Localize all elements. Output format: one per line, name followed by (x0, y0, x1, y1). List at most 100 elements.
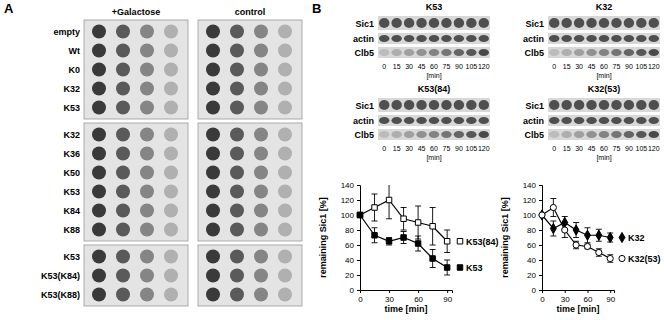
marker (607, 232, 613, 242)
blot-band (649, 117, 659, 124)
strain-label: K88 (63, 225, 80, 235)
spot (116, 82, 130, 96)
blot-row-label: Sic1 (525, 19, 544, 29)
blot-row-label: actin (353, 34, 374, 44)
tick: 0 (358, 290, 363, 304)
time-label: 45 (588, 63, 596, 70)
error-bar (386, 238, 392, 246)
marker (430, 256, 435, 261)
time-label: 0 (382, 145, 386, 152)
blot-band (624, 117, 634, 124)
legend-label: K53(84) (466, 237, 499, 247)
series-line (360, 200, 447, 241)
axis-line (539, 186, 543, 291)
blot-band (599, 35, 609, 42)
marker (357, 212, 362, 217)
blot-strip (378, 33, 490, 44)
spot (254, 147, 268, 161)
blot-band (404, 117, 414, 124)
spot (116, 128, 130, 142)
x-axis-title: time [min] (384, 304, 427, 314)
blot-band (624, 18, 634, 28)
blot-row-label: actin (523, 34, 544, 44)
tick-mark (357, 260, 360, 261)
spot (230, 288, 244, 302)
error-bar (607, 233, 613, 242)
blot-band (429, 49, 439, 56)
spot (164, 269, 178, 283)
marker (386, 239, 391, 244)
spot (92, 44, 106, 58)
blot-band (454, 49, 464, 56)
blot-strip (548, 16, 660, 30)
blot-band (454, 100, 464, 110)
blot-band (549, 117, 559, 124)
marker (539, 210, 545, 220)
blot-band (416, 131, 426, 138)
blot-band (586, 131, 596, 138)
blot-band (416, 117, 426, 124)
marker (585, 230, 591, 240)
error-bar (550, 199, 556, 217)
tick-mark (539, 185, 542, 186)
spot (254, 204, 268, 218)
spot (92, 82, 106, 96)
blot-row-label: Clb5 (354, 130, 374, 140)
blot-band (466, 18, 476, 28)
error-bar (573, 223, 579, 238)
tick-label: 0 (540, 295, 545, 304)
spot (116, 269, 130, 283)
error-bar (573, 241, 579, 249)
y-axis-title: remaining Sic1 [%] (318, 197, 328, 278)
blot-band (611, 35, 621, 42)
spot (92, 250, 106, 264)
blot-strip (548, 98, 660, 112)
strain-label: K84 (63, 206, 80, 216)
tick-mark (357, 245, 360, 246)
time-label: 30 (575, 145, 583, 152)
spot (278, 166, 292, 180)
tick-mark (539, 275, 542, 276)
blot-band (479, 100, 489, 110)
marker (539, 212, 545, 218)
spot (140, 250, 154, 264)
spot (278, 25, 292, 39)
time-label: 0 (382, 63, 386, 70)
time-label: 90 (625, 145, 633, 152)
time-label: 0 (552, 145, 556, 152)
spot (230, 250, 244, 264)
blot-band (441, 117, 451, 124)
blot-band (599, 49, 609, 56)
blot-band (404, 18, 414, 28)
spot (254, 44, 268, 58)
marker (372, 233, 377, 238)
blot-band (429, 117, 439, 124)
blot-band (454, 35, 464, 42)
tick: 140 (523, 181, 542, 190)
error-bar (550, 221, 556, 236)
error-bar (415, 206, 421, 239)
error-bar (372, 194, 378, 221)
tick-label: 100 (523, 211, 537, 220)
tick-label: 0 (350, 286, 355, 295)
tick-mark (539, 230, 542, 231)
tick-label: 140 (341, 181, 355, 190)
time-label: 90 (455, 145, 463, 152)
marker (607, 255, 613, 261)
blot-row-label: Sic1 (355, 19, 374, 29)
spot (278, 185, 292, 199)
spot (92, 269, 106, 283)
time-label: 15 (393, 145, 401, 152)
blot-band (466, 100, 476, 110)
blot-strip (378, 16, 490, 30)
strain-label: K50 (63, 168, 80, 178)
spot (278, 44, 292, 58)
legend-entry: K32 (619, 232, 644, 243)
time-label: 60 (600, 145, 608, 152)
spot (254, 63, 268, 77)
marker (401, 235, 406, 240)
blot-band (391, 35, 401, 42)
blot-band (441, 49, 451, 56)
spot (230, 44, 244, 58)
blot-band (611, 18, 621, 28)
